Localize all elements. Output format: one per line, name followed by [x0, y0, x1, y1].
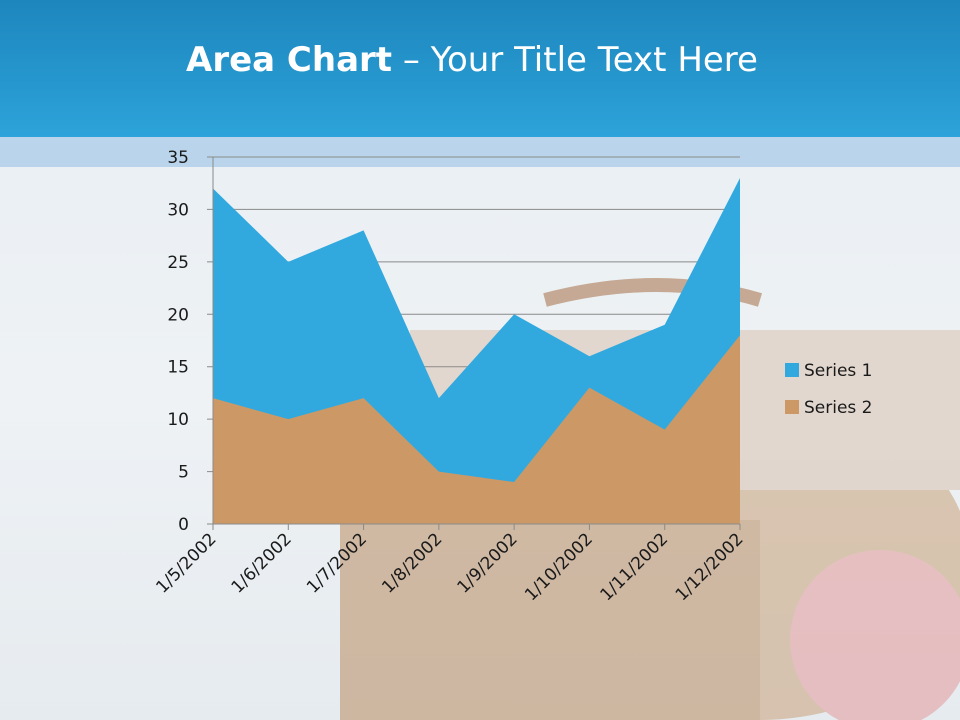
x-tick-label-3: 1/8/2002: [378, 529, 446, 597]
slide-title: Area Chart – Your Title Text Here: [0, 40, 944, 80]
y-tick-label-1: 5: [178, 463, 189, 483]
x-tick-label-6: 1/11/2002: [596, 529, 672, 605]
y-tick-label-7: 35: [167, 148, 189, 168]
y-tick-label-2: 10: [167, 410, 189, 430]
y-tick-label-6: 30: [167, 200, 189, 220]
series-area-2: [213, 335, 740, 524]
legend-swatch-2: [785, 400, 799, 414]
slide-header: [0, 0, 960, 137]
x-tick-label-7: 1/12/2002: [672, 529, 748, 605]
legend-label-1: Series 1: [804, 361, 873, 381]
y-tick-label-0: 0: [178, 515, 189, 535]
title-rest: Your Title Text Here: [430, 40, 758, 80]
y-tick-label-3: 15: [167, 358, 189, 378]
header-accent-band: [0, 137, 960, 167]
title-dash: –: [392, 40, 431, 80]
x-tick-label-4: 1/9/2002: [454, 529, 522, 597]
x-tick-label-1: 1/6/2002: [228, 529, 296, 597]
title-bold: Area Chart: [186, 40, 393, 80]
x-tick-label-2: 1/7/2002: [303, 529, 371, 597]
y-tick-label-4: 20: [167, 305, 189, 325]
legend-swatch-1: [785, 363, 799, 377]
x-tick-label-5: 1/10/2002: [521, 529, 597, 605]
y-tick-label-5: 25: [167, 253, 189, 273]
legend-label-2: Series 2: [804, 398, 873, 418]
x-tick-label-0: 1/5/2002: [152, 529, 220, 597]
